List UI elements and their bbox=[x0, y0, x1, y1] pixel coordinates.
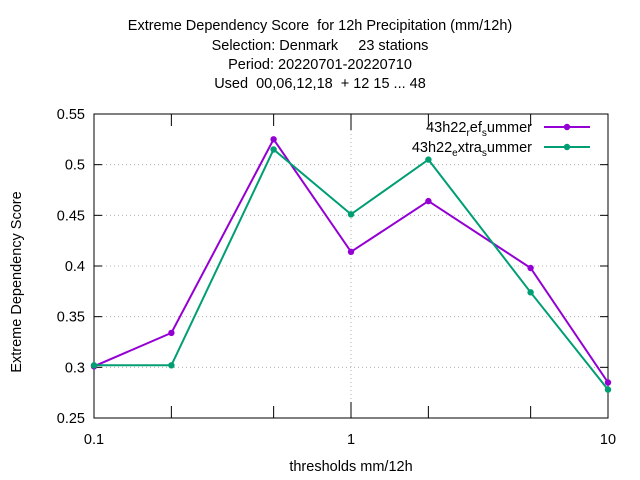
x-tick-label: 0.1 bbox=[84, 432, 104, 448]
grid-layer bbox=[94, 114, 608, 418]
y-tick-label: 0.5 bbox=[65, 158, 85, 174]
y-tick-label: 0.35 bbox=[57, 310, 85, 326]
y-axis-label: Extreme Dependency Score bbox=[9, 191, 25, 372]
data-point bbox=[90, 362, 98, 369]
y-tick-label: 0.25 bbox=[57, 411, 85, 427]
chart-title-line-1: Extreme Dependency Score for 12h Precipi… bbox=[127, 18, 513, 34]
data-point bbox=[270, 136, 277, 143]
data-point bbox=[604, 379, 612, 386]
data-point bbox=[527, 289, 534, 296]
y-tick-label: 0.45 bbox=[57, 208, 85, 224]
chart-title-line-4: Used 00,06,12,18 + 12 15 ... 48 bbox=[214, 76, 426, 92]
x-tick-label: 1 bbox=[347, 432, 355, 448]
legend-marker-1 bbox=[563, 123, 571, 131]
legend-label-1: 43h22refsummer bbox=[426, 120, 532, 139]
legend-marker-2 bbox=[563, 143, 571, 151]
chart-title-line-3: Period: 20220701-20220710 bbox=[228, 57, 412, 73]
y-tick-label: 0.55 bbox=[57, 107, 85, 123]
data-point bbox=[425, 156, 432, 163]
data-point bbox=[168, 362, 175, 369]
chart-title-line-2: Selection: Denmark 23 stations bbox=[211, 38, 429, 54]
data-point bbox=[527, 264, 534, 272]
x-axis-label: thresholds mm/12h bbox=[289, 459, 412, 475]
data-point bbox=[270, 146, 277, 153]
y-tick-label: 0.4 bbox=[65, 259, 85, 275]
data-point bbox=[425, 197, 432, 205]
plot-frame bbox=[93, 113, 609, 419]
data-point bbox=[347, 248, 355, 255]
legend-label-2: 43h22extrasummer bbox=[412, 140, 532, 159]
data-point bbox=[347, 211, 355, 218]
y-tick-label: 0.3 bbox=[65, 360, 85, 376]
data-point bbox=[604, 386, 612, 393]
tick-layer: 0.25 0.3 0.35 0.4 0.45 0.5 0.55 0.1 1 10 bbox=[57, 107, 616, 448]
series-layer bbox=[90, 136, 612, 393]
data-point bbox=[168, 329, 175, 337]
x-tick-label: 10 bbox=[600, 432, 616, 448]
